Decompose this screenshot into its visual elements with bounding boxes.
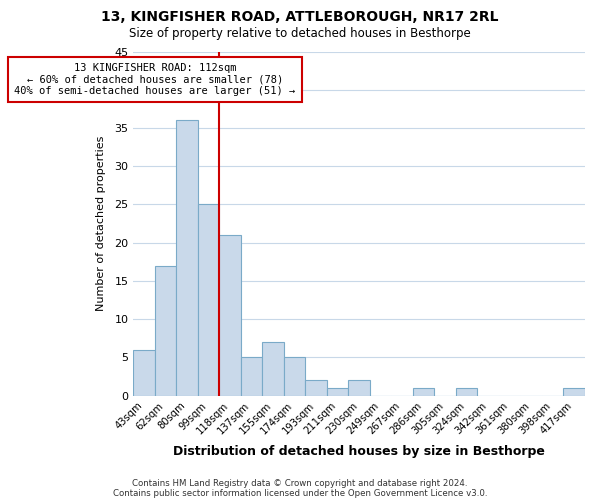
Bar: [413, 388, 434, 396]
Bar: [155, 266, 176, 396]
Text: 13, KINGFISHER ROAD, ATTLEBOROUGH, NR17 2RL: 13, KINGFISHER ROAD, ATTLEBOROUGH, NR17 …: [101, 10, 499, 24]
Bar: [563, 388, 585, 396]
Bar: [349, 380, 370, 396]
Y-axis label: Number of detached properties: Number of detached properties: [96, 136, 106, 312]
Text: Size of property relative to detached houses in Besthorpe: Size of property relative to detached ho…: [129, 28, 471, 40]
Bar: [284, 358, 305, 396]
Bar: [456, 388, 478, 396]
Bar: [305, 380, 327, 396]
Bar: [176, 120, 198, 396]
Bar: [220, 235, 241, 396]
Text: Contains HM Land Registry data © Crown copyright and database right 2024.: Contains HM Land Registry data © Crown c…: [132, 478, 468, 488]
Text: 13 KINGFISHER ROAD: 112sqm
← 60% of detached houses are smaller (78)
40% of semi: 13 KINGFISHER ROAD: 112sqm ← 60% of deta…: [14, 63, 296, 96]
Bar: [327, 388, 349, 396]
Text: Contains public sector information licensed under the Open Government Licence v3: Contains public sector information licen…: [113, 488, 487, 498]
Bar: [133, 350, 155, 396]
Bar: [241, 358, 262, 396]
X-axis label: Distribution of detached houses by size in Besthorpe: Distribution of detached houses by size …: [173, 444, 545, 458]
Bar: [198, 204, 220, 396]
Bar: [262, 342, 284, 396]
